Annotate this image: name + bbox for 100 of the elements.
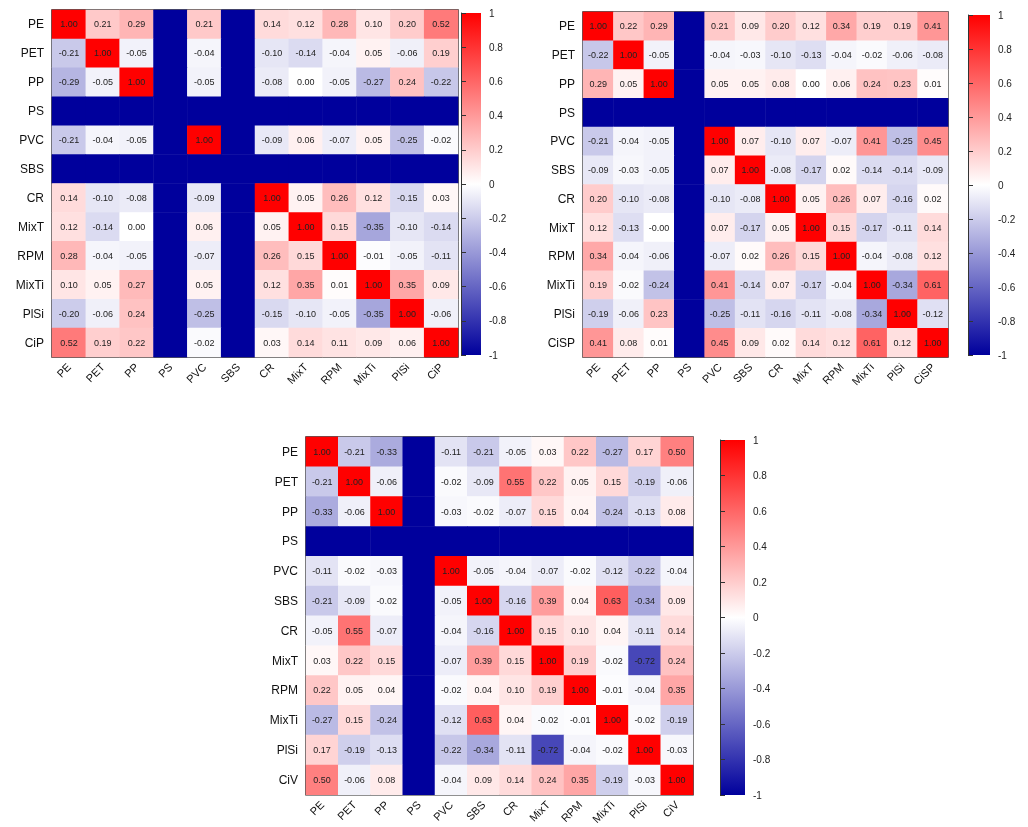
x-tick-label: PP — [121, 360, 141, 380]
data-label: -0.01 — [602, 685, 623, 696]
data-label: 0.17 — [635, 446, 654, 457]
data-label: 0.28 — [60, 250, 78, 261]
data-label: 1.00 — [771, 193, 790, 204]
color-bar-label: 1 — [489, 7, 495, 19]
data-label: -0.07 — [709, 251, 731, 262]
data-label: 1.00 — [296, 221, 315, 232]
color-bar-label: 0.6 — [489, 75, 504, 87]
data-label: -0.14 — [740, 280, 761, 291]
data-label: 0.05 — [571, 476, 589, 487]
data-label: 1.00 — [330, 250, 349, 261]
x-tick-label: PP — [372, 798, 391, 818]
data-label: 0.41 — [589, 337, 607, 348]
data-label: 0.01 — [650, 337, 668, 348]
data-label: -0.13 — [800, 50, 822, 61]
data-label: -0.09 — [344, 595, 365, 606]
data-label: -0.11 — [441, 446, 462, 457]
data-label: 0.09 — [364, 337, 383, 348]
data-label: 0.09 — [474, 774, 493, 785]
data-label: 0.01 — [924, 78, 942, 89]
data-label: -0.04 — [666, 566, 688, 577]
data-label: 0.08 — [377, 774, 396, 785]
data-label: 0.55 — [506, 476, 525, 487]
data-label: -0.14 — [892, 165, 913, 176]
data-label: 1.00 — [603, 715, 622, 726]
color-bar-label: -0.8 — [753, 754, 771, 765]
data-label: 0.26 — [263, 250, 281, 261]
color-bar-label: -0.4 — [998, 247, 1016, 259]
data-label: -0.06 — [92, 308, 114, 319]
color-bar-label: 0 — [489, 178, 495, 190]
data-label: 1.00 — [711, 136, 729, 147]
data-label: -0.21 — [311, 476, 333, 487]
x-tick-label: PE — [54, 360, 74, 380]
data-label: -0.05 — [126, 48, 147, 59]
data-label: 0.14 — [506, 774, 525, 785]
data-label: -0.11 — [740, 308, 761, 319]
data-label: -0.16 — [892, 193, 913, 204]
data-label: -0.72 — [537, 744, 559, 755]
color-bar-label: -0.2 — [998, 213, 1016, 225]
data-label: -0.02 — [440, 476, 462, 487]
data-label: -0.25 — [193, 308, 215, 319]
color-bar-label: -0.4 — [489, 246, 507, 258]
data-label: -0.11 — [634, 625, 655, 636]
y-tick-label: PET — [20, 46, 45, 61]
data-label: 1.00 — [571, 685, 589, 696]
y-tick-label: CR — [557, 191, 576, 206]
color-bar-label: 0 — [998, 179, 1004, 191]
data-label: 0.34 — [589, 251, 607, 262]
color-bar-label: -0.4 — [753, 683, 771, 694]
data-label: 0.35 — [398, 279, 417, 290]
data-label: -0.10 — [261, 48, 283, 59]
data-label: -0.16 — [473, 625, 494, 636]
data-label: -0.06 — [430, 308, 452, 319]
y-tick-label: CR — [280, 623, 299, 638]
data-label: -0.27 — [363, 77, 384, 88]
data-label: -0.10 — [295, 308, 317, 319]
data-label: -0.07 — [376, 625, 397, 636]
data-label: 0.19 — [571, 655, 589, 666]
y-tick-label: PS — [281, 534, 298, 549]
data-label: 0.22 — [313, 685, 331, 696]
data-label: -0.13 — [376, 744, 397, 755]
data-label: -0.03 — [740, 50, 761, 61]
color-bar-label: 0 — [753, 612, 759, 623]
data-label: 1.00 — [195, 135, 214, 146]
data-label: -0.02 — [634, 715, 655, 726]
data-label: 0.02 — [832, 165, 851, 176]
data-label: -0.04 — [329, 48, 350, 59]
data-label: 1.00 — [668, 774, 686, 785]
color-bar-label: 0.8 — [753, 470, 768, 481]
data-label: 0.21 — [711, 21, 729, 32]
data-label: 0.19 — [432, 48, 450, 59]
data-label: -0.27 — [311, 715, 333, 726]
data-label: -0.10 — [92, 192, 114, 203]
y-tick-label: PlSi — [276, 742, 298, 757]
data-label: 0.34 — [832, 21, 851, 32]
y-tick-label: MixTi — [269, 713, 298, 728]
data-label: 0.09 — [432, 279, 450, 290]
data-label: 0.52 — [60, 337, 78, 348]
data-label: -0.06 — [396, 48, 418, 59]
data-label: 0.23 — [893, 78, 912, 89]
y-tick-label: PE — [27, 17, 44, 32]
y-tick-label: RPM — [271, 683, 298, 698]
data-label: -0.34 — [861, 308, 883, 319]
data-label: 0.15 — [377, 655, 396, 666]
x-tick-label: CR — [500, 798, 520, 819]
data-label: -0.04 — [861, 251, 883, 262]
x-tick-label: PS — [674, 360, 694, 380]
data-label: 0.14 — [263, 19, 281, 30]
color-bar-label: -1 — [998, 349, 1008, 361]
color-bar-label: -0.6 — [753, 718, 771, 730]
y-tick-label: CR — [26, 190, 45, 205]
data-label: 0.41 — [863, 136, 881, 147]
data-label: -0.34 — [892, 280, 913, 291]
data-label: -0.19 — [587, 308, 609, 319]
data-label: 0.05 — [364, 48, 383, 59]
y-tick-label: PlSi — [22, 306, 44, 321]
data-label: -0.02 — [344, 566, 365, 577]
data-label: -0.08 — [831, 308, 852, 319]
data-label: -0.05 — [126, 135, 147, 146]
